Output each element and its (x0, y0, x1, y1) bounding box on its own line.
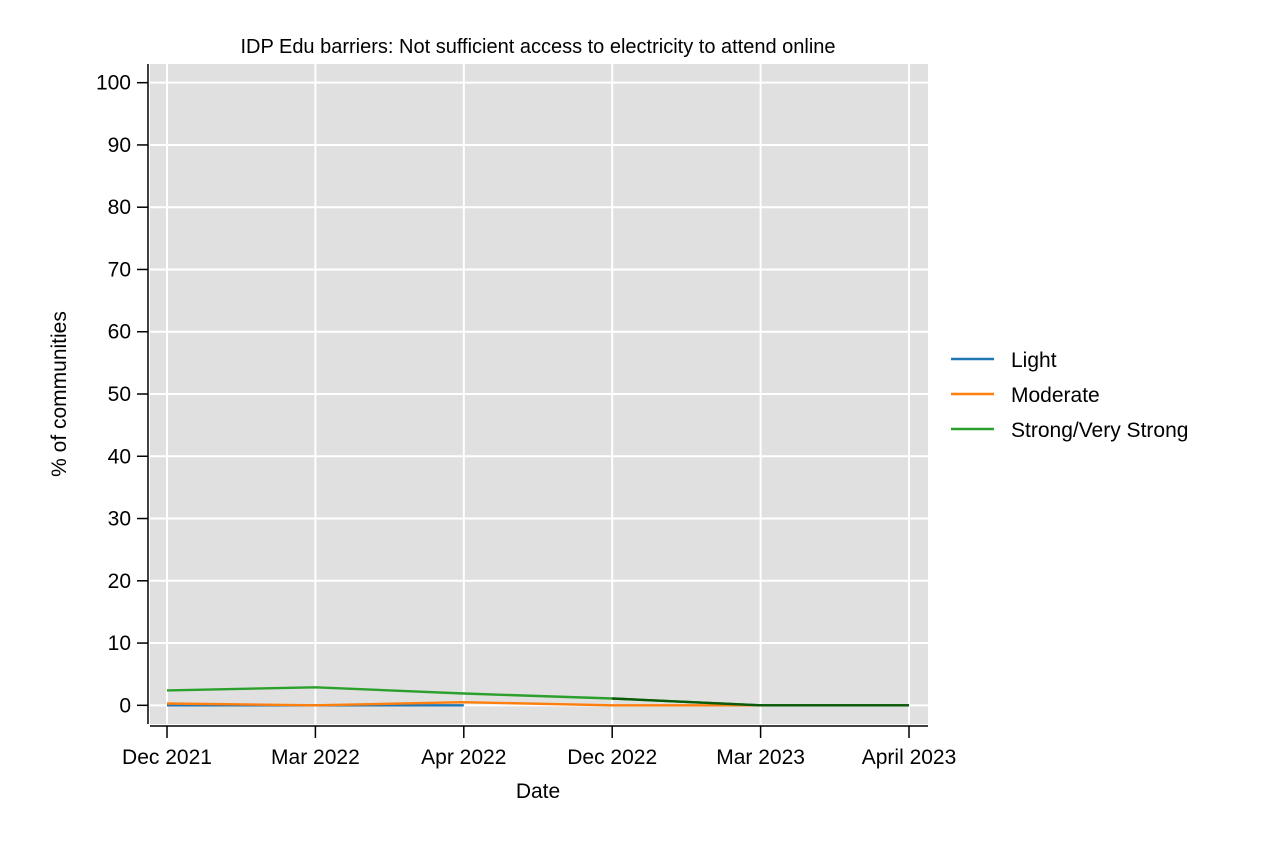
chart-title: IDP Edu barriers: Not sufficient access … (240, 36, 835, 58)
y-tick-label: 10 (108, 632, 131, 655)
x-tick-label: Dec 2022 (567, 746, 657, 769)
y-tick-label: 70 (108, 258, 131, 281)
legend-label: Strong/Very Strong (1011, 419, 1188, 442)
x-tick-label: Mar 2022 (271, 746, 360, 769)
x-tick-label: April 2023 (862, 746, 957, 769)
x-tick-label: Apr 2022 (421, 746, 506, 769)
y-tick-label: 40 (108, 445, 131, 468)
x-axis-title: Date (516, 780, 560, 803)
y-tick-label: 90 (108, 134, 131, 157)
x-tick-label: Mar 2023 (716, 746, 805, 769)
y-tick-label: 50 (108, 383, 131, 406)
y-axis-title: % of communities (48, 311, 71, 477)
legend-label: Light (1011, 349, 1057, 372)
y-tick-label: 30 (108, 508, 131, 531)
series-line-overlay (612, 697, 909, 707)
y-axis: 0 10 20 30 40 50 60 70 80 90 100 (96, 64, 149, 724)
legend-label: Moderate (1011, 384, 1100, 407)
series-lines (166, 686, 909, 707)
x-tick-label: Dec 2021 (122, 746, 212, 769)
y-tick-label: 80 (108, 196, 131, 219)
x-axis: Dec 2021 Mar 2022 Apr 2022 Dec 2022 Mar 2023… (122, 725, 957, 769)
y-tick-label: 0 (119, 694, 131, 717)
legend: Light Moderate Strong/Very Strong (951, 349, 1188, 442)
y-tick-label: 60 (108, 321, 131, 344)
y-gridlines (150, 81, 928, 707)
y-tick-label: 20 (108, 570, 131, 593)
y-tick-label: 100 (96, 72, 131, 95)
